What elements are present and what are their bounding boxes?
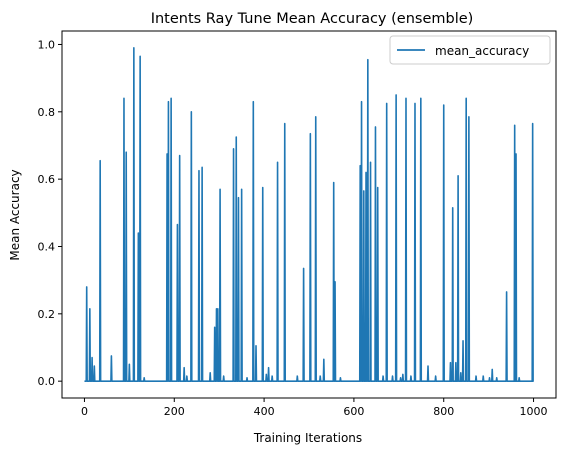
y-tick-label: 0.6: [38, 173, 56, 186]
x-tick-label: 800: [433, 405, 454, 418]
legend-frame: [389, 35, 551, 65]
x-tick-label: 1000: [520, 405, 548, 418]
x-tick-label: 200: [164, 405, 185, 418]
series-line-mean-accuracy: [84, 47, 534, 382]
x-axis: 0 200 400 600 800 1000: [81, 398, 548, 418]
legend-label: mean_accuracy: [435, 44, 529, 58]
plot-frame: [61, 30, 557, 399]
x-tick-label: 600: [343, 405, 364, 418]
y-tick-label: 1.0: [38, 38, 56, 51]
x-tick-label: 0: [81, 405, 88, 418]
chart-title: Intents Ray Tune Mean Accuracy (ensemble…: [151, 11, 474, 27]
y-axis-label: Mean Accuracy: [8, 169, 22, 260]
y-tick-label: 0.8: [38, 106, 56, 119]
y-tick-label: 0.4: [38, 240, 56, 253]
plot-area: [61, 30, 557, 399]
x-axis-label: Training Iterations: [253, 431, 362, 445]
x-tick-label: 400: [254, 405, 275, 418]
legend: mean_accuracy: [389, 35, 551, 65]
y-axis: 0.0 0.2 0.4 0.6 0.8 1.0: [38, 38, 62, 388]
y-tick-label: 0.0: [38, 375, 56, 388]
y-tick-label: 0.2: [38, 308, 56, 321]
